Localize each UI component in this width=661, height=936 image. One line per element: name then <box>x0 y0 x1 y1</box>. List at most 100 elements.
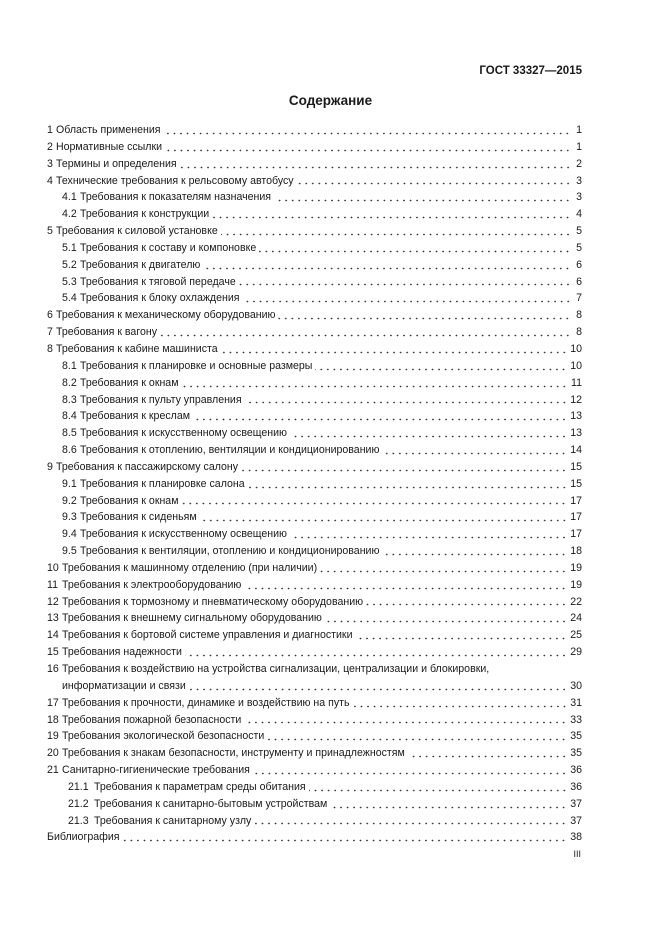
toc-entry[interactable]: 21 Санитарно-гигиенические требования 36 <box>47 762 582 779</box>
toc-entry[interactable]: 14 Требования к бортовой системе управлен… <box>47 627 582 645</box>
toc-entry-number: 9.5 <box>62 545 77 558</box>
toc-entry[interactable]: 9.4 Требования к искусственному освещению… <box>47 526 582 544</box>
dot-leader <box>241 461 568 472</box>
toc-entry[interactable]: 9.1 Требования к планировке салона 15 <box>47 475 582 493</box>
toc-entry[interactable]: 21.1 Требования к параметрам среды обитан… <box>47 778 582 796</box>
toc-entry-number: 6 <box>47 309 53 322</box>
toc-entry-title: Требования к окнам <box>80 492 182 510</box>
toc-entry[interactable]: 9.5 Требования к вентиляции, отоплению и … <box>47 543 582 560</box>
toc-entry[interactable]: 4.2 Требования к конструкции 4 <box>47 206 582 224</box>
toc-entry[interactable]: 6 Требования к механическому оборудованию… <box>47 307 582 325</box>
toc-entry-page: 30 <box>570 679 582 692</box>
toc-entry-number: 9 <box>47 460 53 473</box>
toc-entry-page: 10 <box>570 342 582 355</box>
toc-entry-number: 15 <box>47 646 59 659</box>
toc-entry-number: 8.5 <box>62 427 77 440</box>
toc-entry-number: 20 <box>47 747 59 760</box>
toc-entry-title-continued: информатизации и связи <box>62 677 189 695</box>
toc-entry[interactable]: 5.1 Требования к составу и компоновке 5 <box>47 239 582 257</box>
toc-entry[interactable]: 9.2 Требования к окнам 17 <box>47 492 582 510</box>
toc-entry-page: 4 <box>576 208 582 221</box>
toc-entry[interactable]: Библиография 38 <box>47 829 582 847</box>
toc-entry[interactable]: 8.6 Требования к отоплению, вентиляции и … <box>47 442 582 459</box>
toc-entry[interactable]: 16 Требования к воздействию на устройства… <box>47 661 582 695</box>
toc-entry[interactable]: 8.1 Требования к планировке и основные ра… <box>47 357 582 375</box>
toc-entry[interactable]: 8.4 Требования к креслам 13 <box>47 408 582 426</box>
toc-entry-title: Требования к бортовой системе управления… <box>62 627 356 645</box>
toc-entry-page: 22 <box>570 595 582 608</box>
toc-entry-title: Требования к тормозному и пневматическом… <box>62 593 367 611</box>
toc-entry-number: 21.2 <box>68 797 89 810</box>
dot-leader <box>179 158 571 169</box>
dot-leader <box>407 748 568 759</box>
toc-entry-page: 25 <box>570 629 582 642</box>
toc-entry[interactable]: 8.2 Требования к окнам 11 <box>47 374 582 392</box>
toc-entry[interactable]: 5 Требования к силовой установке 5 <box>47 223 582 240</box>
toc-entry[interactable]: 4.1 Требования к показателям назначения 3 <box>47 189 582 207</box>
dot-leader <box>212 209 571 220</box>
toc-entry[interactable]: 20 Требования к знакам безопасности, инст… <box>47 745 582 763</box>
toc-entry-title: Требования к искусственному освещению <box>80 526 290 544</box>
toc-entry-title: Требования к вагону <box>56 324 160 341</box>
toc-entry[interactable]: 18 Требования пожарной безопасности 33 <box>47 711 582 729</box>
dot-leader <box>238 276 571 287</box>
toc-entry-page: 13 <box>570 427 582 440</box>
toc-entry[interactable]: 3 Термины и определения 2 <box>47 155 582 173</box>
toc-entry[interactable]: 19 Требования экологической безопасности 3… <box>47 728 582 746</box>
toc-entry-title: Требования к окнам <box>80 374 182 392</box>
document-code: ГОСТ 33327—2015 <box>479 65 582 77</box>
toc-entry[interactable]: 1 Область применения 1 <box>47 122 582 139</box>
toc-entry-page: 14 <box>570 444 582 457</box>
toc-entry[interactable]: 11 Требования к электрооборудованию 19 <box>47 576 582 594</box>
toc-entry[interactable]: 9.3 Требования к сиденьям 17 <box>47 509 582 527</box>
dot-leader <box>278 310 571 321</box>
toc-entry[interactable]: 4 Технические требования к рельсовому авт… <box>47 172 582 190</box>
toc-entry-page: 12 <box>570 393 582 406</box>
dot-leader <box>247 478 568 489</box>
toc-entry-page: 18 <box>570 545 582 558</box>
toc-entry-page: 3 <box>576 174 582 187</box>
toc-entry-number: 14 <box>47 629 59 642</box>
toc-entry-number: 10 <box>47 561 59 574</box>
toc-entry-page: 8 <box>576 326 582 339</box>
toc-entry-page: 5 <box>576 241 582 254</box>
toc-entry-title: Библиография <box>47 829 123 847</box>
toc-entry-title: Требования к креслам <box>80 408 193 426</box>
toc-entry[interactable]: 13 Требования к внешнему сигнальному обор… <box>47 610 582 628</box>
toc-entry-number: 8.1 <box>62 359 77 372</box>
toc-entry[interactable]: 8.5 Требования к искусственному освещению… <box>47 425 582 443</box>
toc-entry-title: Требования к санитарному узлу <box>94 812 255 830</box>
toc-entry-title: Требования к сиденьям <box>80 509 200 527</box>
toc-entry[interactable]: 8.3 Требования к пульту управления 12 <box>47 391 582 409</box>
toc-entry-title: Требования к отоплению, вентиляции и кон… <box>80 442 383 459</box>
toc-entry-number: 21.3 <box>68 814 89 827</box>
toc-entry-number: 19 <box>47 730 59 743</box>
dot-leader <box>289 529 568 540</box>
dot-leader <box>203 259 571 270</box>
toc-entry-number: 4.2 <box>62 208 77 221</box>
toc-entry-number: 13 <box>47 612 59 625</box>
toc-entry[interactable]: 10 Требования к машинному отделению (при … <box>47 559 582 577</box>
toc-entry[interactable]: 15 Требования надежности 29 <box>47 644 582 661</box>
toc-entry-number: 18 <box>47 713 59 726</box>
toc-entry-title: Требования к механическому оборудованию <box>56 307 279 325</box>
dot-leader <box>324 613 568 624</box>
toc-entry-number: 8.3 <box>62 393 77 406</box>
toc-entry[interactable]: 5.3 Требования к тяговой передаче 6 <box>47 273 582 291</box>
toc-entry[interactable]: 5.2 Требования к двигателю 6 <box>47 256 582 274</box>
toc-entry[interactable]: 17 Требования к прочности, динамике и воз… <box>47 694 582 712</box>
toc-entry[interactable]: 9 Требования к пассажирскому салону 15 <box>47 458 582 476</box>
dot-leader <box>244 714 568 725</box>
toc-entry[interactable]: 21.3 Требования к санитарному узлу 37 <box>47 812 582 830</box>
toc-entry-title: Технические требования к рельсовому авто… <box>56 172 297 190</box>
dot-leader <box>181 495 568 506</box>
toc-entry[interactable]: 12 Требования к тормозному и пневматическ… <box>47 593 582 611</box>
toc-entry[interactable]: 5.4 Требования к блоку охлаждения 7 <box>47 290 582 308</box>
toc-entry-title: Требования к знакам безопасности, инстру… <box>62 745 408 763</box>
toc-entry[interactable]: 21.2 Требования к санитарно-бытовым устро… <box>47 795 582 813</box>
toc-entry-title: Требования к двигателю <box>80 256 204 274</box>
toc-entry[interactable]: 2 Нормативные ссылки 1 <box>47 138 582 156</box>
toc-entry-title: Требования к воздействию на устройства с… <box>62 663 490 675</box>
toc-entry[interactable]: 8 Требования к кабине машиниста 10 <box>47 340 582 358</box>
toc-entry[interactable]: 7 Требования к вагону 8 <box>47 324 582 341</box>
